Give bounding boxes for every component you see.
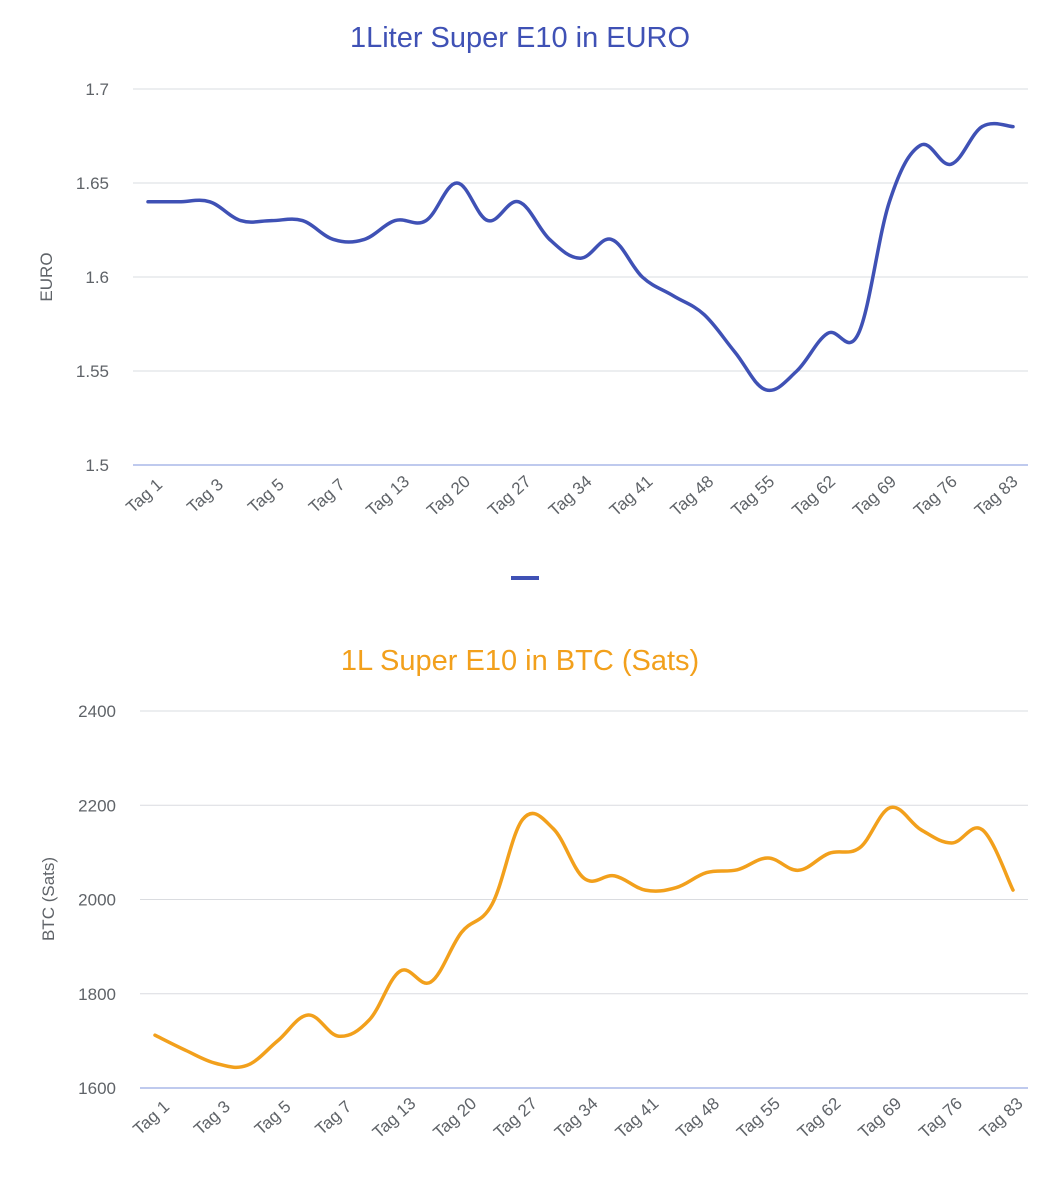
euro-x-tick-label: Tag 27 xyxy=(484,472,535,520)
euro-y-tick-label: 1.65 xyxy=(76,174,109,193)
euro-x-tick-label: Tag 69 xyxy=(849,472,900,520)
euro-legend-swatch[interactable] xyxy=(511,576,539,580)
euro-x-tick-label: Tag 41 xyxy=(606,472,657,520)
btc-x-tick-label: Tag 69 xyxy=(855,1094,906,1142)
btc-x-tick-label: Tag 3 xyxy=(190,1097,234,1139)
euro-x-tick-label: Tag 62 xyxy=(788,472,839,520)
euro-x-tick-label: Tag 83 xyxy=(971,472,1022,520)
euro-series-line xyxy=(146,121,1015,393)
euro-chart: 1.5 1.55 1.6 1.65 1.7 Tag 1 Tag 3 Tag 5 Tag 7 Ta… xyxy=(37,80,1028,520)
btc-x-tick-label: Tag 62 xyxy=(794,1094,845,1142)
btc-y-axis: 1600 1800 2000 2200 2400 xyxy=(78,702,116,1098)
btc-series-line xyxy=(153,805,1015,1070)
btc-x-tick-label: Tag 83 xyxy=(976,1094,1027,1142)
euro-y-tick-label: 1.55 xyxy=(76,362,109,381)
euro-y-axis: 1.5 1.55 1.6 1.65 1.7 xyxy=(76,80,109,475)
btc-x-tick-label: Tag 55 xyxy=(733,1094,784,1142)
btc-x-tick-label: Tag 41 xyxy=(612,1094,663,1142)
euro-y-tick-label: 1.7 xyxy=(85,80,109,99)
btc-y-axis-label: BTC (Sats) xyxy=(39,857,58,941)
btc-x-tick-label: Tag 13 xyxy=(369,1094,420,1142)
btc-y-tick-label: 1800 xyxy=(78,985,116,1004)
btc-y-tick-label: 1600 xyxy=(78,1079,116,1098)
btc-y-tick-label: 2000 xyxy=(78,891,116,910)
btc-x-tick-label: Tag 34 xyxy=(551,1094,602,1142)
btc-x-tick-label: Tag 7 xyxy=(312,1097,356,1139)
euro-x-tick-label: Tag 5 xyxy=(244,475,288,517)
euro-x-tick-label: Tag 13 xyxy=(362,472,413,520)
btc-x-tick-label: Tag 1 xyxy=(130,1097,174,1139)
btc-x-tick-label: Tag 27 xyxy=(490,1094,541,1142)
btc-grid xyxy=(140,710,1028,1089)
euro-y-tick-label: 1.6 xyxy=(85,268,109,287)
euro-x-tick-label: Tag 7 xyxy=(305,475,349,517)
btc-x-tick-label: Tag 48 xyxy=(672,1094,723,1142)
euro-x-tick-label: Tag 76 xyxy=(910,472,961,520)
btc-x-tick-label: Tag 5 xyxy=(251,1097,295,1139)
btc-x-tick-label: Tag 76 xyxy=(915,1094,966,1142)
euro-x-tick-label: Tag 3 xyxy=(183,475,227,517)
chart-title-btc: 1L Super E10 in BTC (Sats) xyxy=(340,645,700,677)
euro-grid xyxy=(133,88,1028,466)
euro-x-tick-label: Tag 20 xyxy=(423,472,474,520)
euro-x-tick-label: Tag 34 xyxy=(545,472,596,520)
euro-x-tick-label: Tag 1 xyxy=(123,475,167,517)
euro-x-axis: Tag 1 Tag 3 Tag 5 Tag 7 Tag 13 Tag 20 Tag 27 Ta… xyxy=(123,472,1022,520)
euro-y-axis-label: EURO xyxy=(37,252,56,301)
euro-y-tick-label: 1.5 xyxy=(85,456,109,475)
btc-y-tick-label: 2400 xyxy=(78,702,116,721)
chart-title-euro: 1Liter Super E10 in EURO xyxy=(349,22,691,54)
btc-y-tick-label: 2200 xyxy=(78,796,116,815)
btc-x-axis: Tag 1 Tag 3 Tag 5 Tag 7 Tag 13 Tag 20 Tag 27 Ta… xyxy=(130,1094,1027,1142)
euro-x-tick-label: Tag 55 xyxy=(728,472,779,520)
btc-x-tick-label: Tag 20 xyxy=(430,1094,481,1142)
euro-x-tick-label: Tag 48 xyxy=(667,472,718,520)
